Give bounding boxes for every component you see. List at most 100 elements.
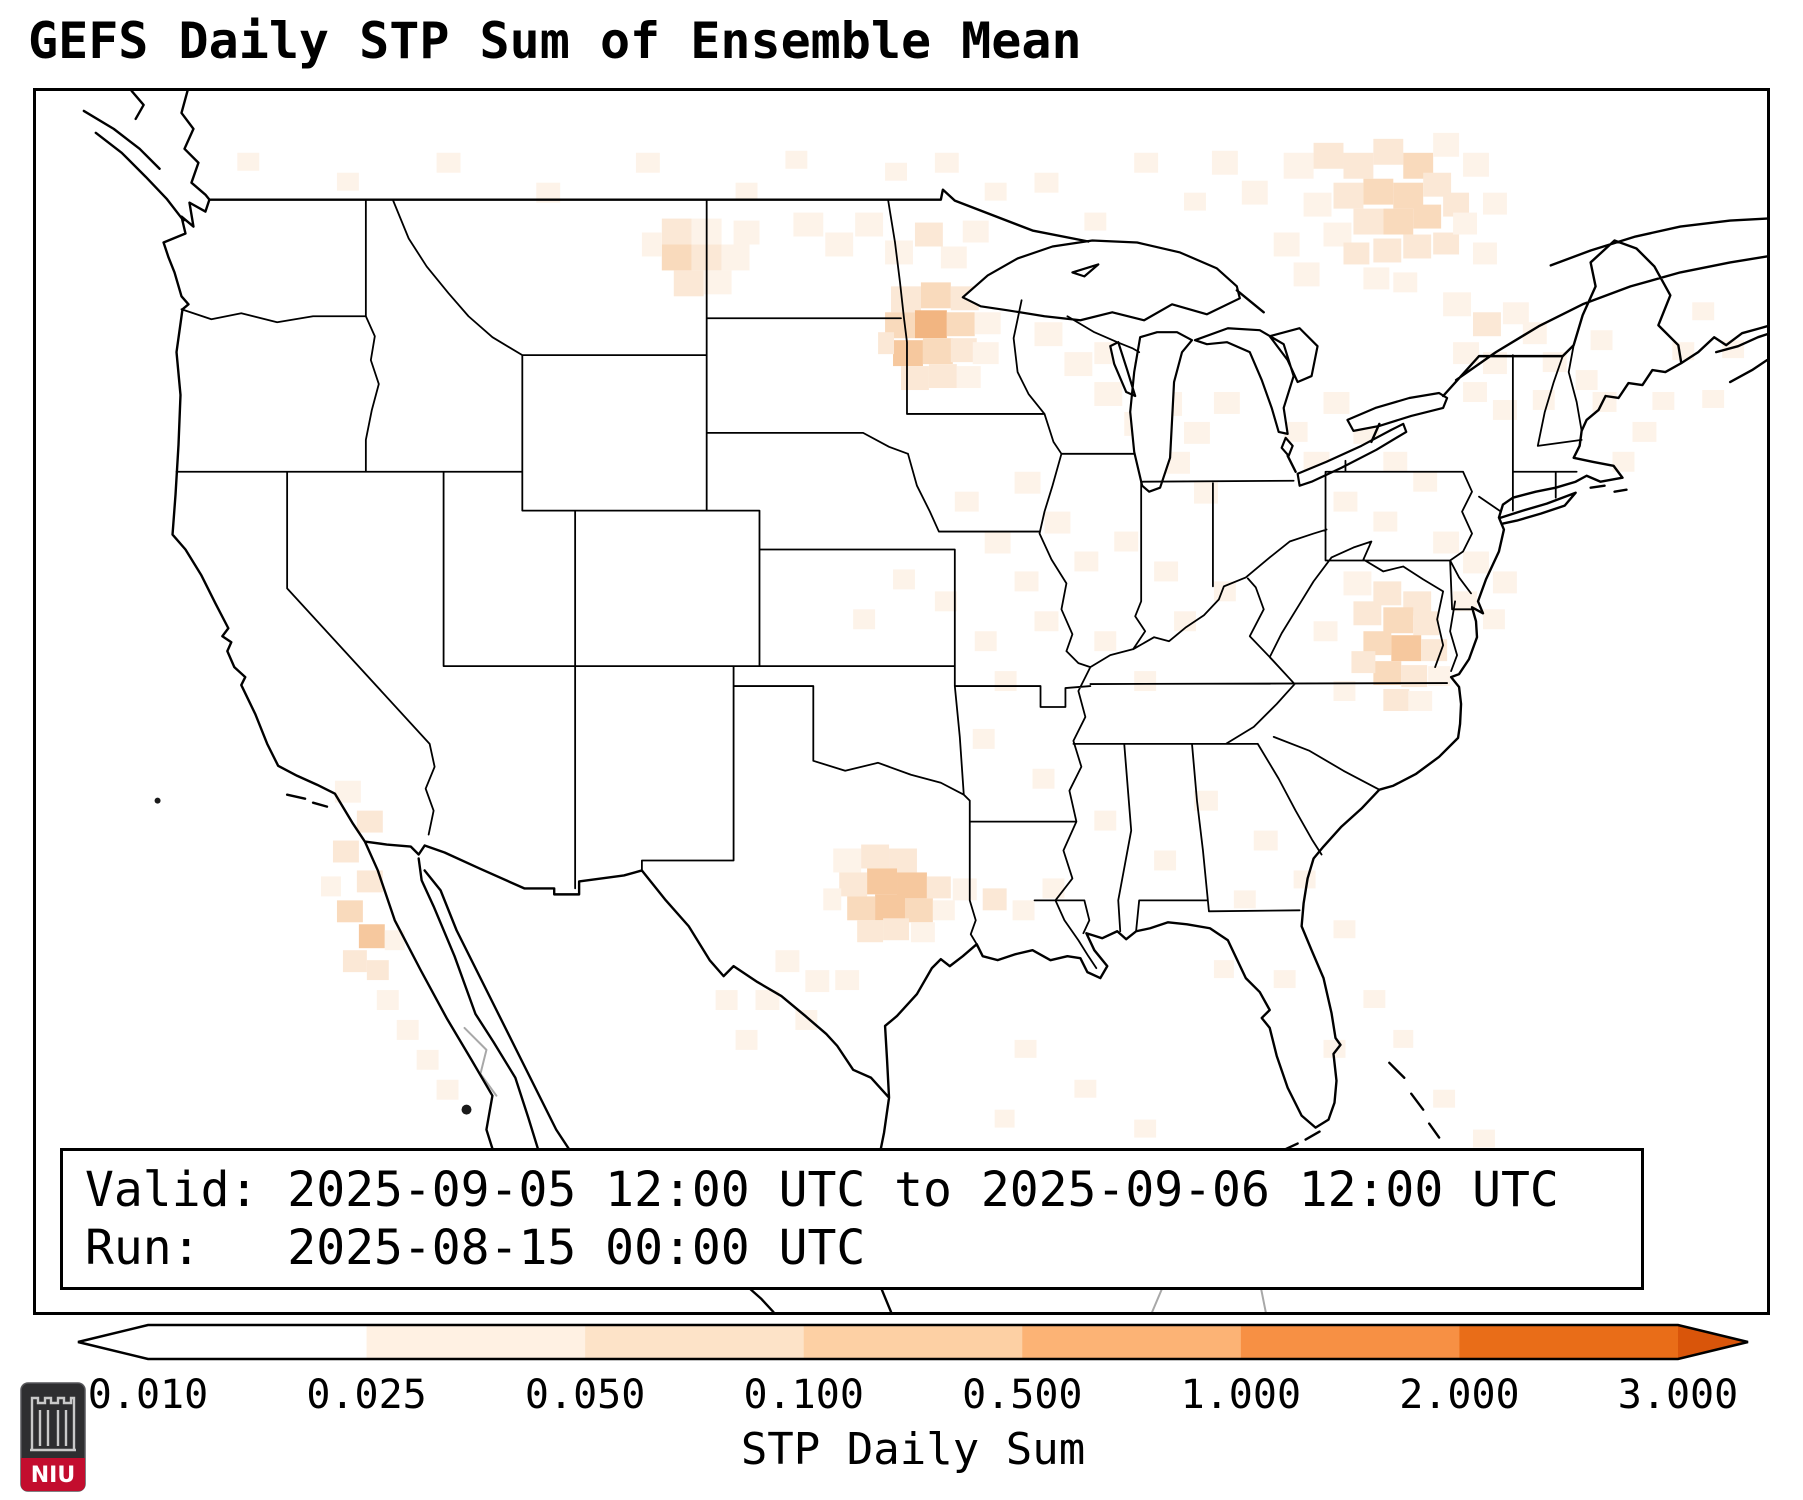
stp-shade-cell <box>703 270 732 295</box>
stp-shade-cell <box>1343 571 1372 596</box>
stp-shade-cell <box>1492 399 1517 420</box>
stp-shade-cell <box>883 918 909 941</box>
stp-shade-cell <box>735 1029 758 1050</box>
state-borders-path <box>175 198 1583 970</box>
stp-shade-cell <box>984 531 1011 554</box>
stp-shade-cell <box>1443 192 1470 217</box>
stp-shade-cell <box>1403 234 1432 259</box>
stp-shade-cell <box>1213 392 1240 414</box>
colorbar-segment <box>1240 1325 1461 1359</box>
stp-shade-cell <box>1401 665 1428 688</box>
stp-shade-cell <box>946 312 975 337</box>
stp-shade-cell <box>1293 262 1320 287</box>
stp-shade-cell <box>1692 302 1715 321</box>
colorbar-extend-arrow <box>1678 1325 1748 1359</box>
stp-shade-cell <box>855 212 884 237</box>
stp-shade-cell <box>1283 421 1308 442</box>
stp-shade-cell <box>839 872 868 897</box>
stp-shade-cell <box>1383 607 1414 634</box>
stp-shade-cell <box>885 162 907 181</box>
stp-shade-cell <box>972 342 999 365</box>
stp-shade-cell <box>436 152 461 173</box>
stp-shade-cell <box>1283 152 1314 179</box>
stp-shade-cell <box>1612 451 1635 472</box>
stp-shade-cell <box>1333 681 1356 702</box>
stp-shade-cell <box>833 848 862 873</box>
stp-shade-cell <box>1502 302 1529 325</box>
stp-shade-cell <box>940 246 967 269</box>
us-coastline-path <box>82 91 1767 1312</box>
stp-shade-cell <box>1373 138 1404 165</box>
stp-shade-cell <box>857 920 884 943</box>
stp-shade-cell <box>1383 208 1414 235</box>
stp-shade-cell <box>1393 182 1424 209</box>
stp-shade-cell <box>823 888 842 911</box>
stp-shade-cell <box>1421 639 1448 662</box>
stp-shade-cell <box>1074 551 1099 572</box>
stp-shade-cell <box>1184 421 1210 444</box>
stp-shade-cell <box>956 366 981 389</box>
stp-shade-cell <box>1433 232 1460 255</box>
colorbar-gradient <box>77 1323 1749 1361</box>
stp-shade-cell <box>342 950 367 973</box>
stp-shade-cell <box>1084 212 1107 231</box>
stp-shade-cell <box>1154 561 1179 582</box>
colorbar-segment <box>366 1325 586 1359</box>
stp-shade-cell <box>922 338 953 365</box>
stp-shade-cell <box>1433 531 1460 554</box>
stp-shade-cell <box>1428 666 1451 687</box>
stp-shade-cell <box>1463 551 1489 574</box>
great-lakes <box>961 239 1449 493</box>
stp-shade-cell <box>835 970 860 991</box>
stp-shade-cell <box>1473 242 1497 265</box>
stp-shade-cell <box>904 898 933 923</box>
stp-shade-cell <box>1333 182 1364 209</box>
stp-shade-cell <box>735 182 758 201</box>
stp-shade-cell <box>1463 152 1489 177</box>
colorbar-segment <box>1022 1325 1242 1359</box>
stp-shade-cell <box>1094 382 1123 406</box>
stp-shade-cell <box>1453 212 1478 235</box>
stp-shade-cell <box>396 1019 419 1040</box>
stp-shade-cell <box>1014 1039 1037 1058</box>
stp-shade-cell <box>1363 631 1392 656</box>
stp-shade-cell <box>1592 392 1617 412</box>
stp-shade-cell <box>1241 180 1268 205</box>
colorbar-segment <box>148 1325 368 1359</box>
coastlines-and-national-borders <box>82 91 1767 1312</box>
stp-shade-cell <box>1114 531 1139 552</box>
stp-shade-cell <box>1353 208 1384 235</box>
stp-shade-cell <box>715 990 738 1010</box>
valid-time-text: Valid: 2025-09-05 12:00 UTC to 2025-09-0… <box>85 1162 1559 1218</box>
stp-shade-cell <box>1363 178 1394 205</box>
stp-shade-cell <box>893 569 915 590</box>
stp-shade-cell <box>673 270 704 297</box>
stp-shade-cell <box>641 232 662 257</box>
stp-shade-cell <box>914 222 943 247</box>
stp-shade-cell <box>1044 511 1071 534</box>
stp-shade-cell <box>321 876 341 897</box>
stp-shade-cell <box>1413 611 1440 636</box>
stp-shade-cell <box>795 1009 818 1030</box>
stp-shade-cell <box>1433 1089 1456 1108</box>
stp-shade-cell <box>1313 621 1338 642</box>
stp-shade-cell <box>1034 172 1059 193</box>
stp-shade-cell <box>932 900 955 921</box>
stp-shade-cell <box>1134 671 1157 692</box>
stp-shade-cell <box>1492 571 1517 594</box>
stp-shade-cell <box>984 182 1007 201</box>
stp-shade-cell <box>1074 1079 1097 1098</box>
colorbar-tick-label: 0.010 <box>87 1372 209 1418</box>
stp-shade-cell <box>1383 689 1410 711</box>
stp-shade-cell <box>934 591 957 612</box>
stp-shade-cell <box>934 152 959 173</box>
run-time-text: Run: 2025-08-15 00:00 UTC <box>85 1220 866 1276</box>
castle-icon <box>30 1396 76 1452</box>
stp-shade-cell <box>847 896 876 921</box>
stp-shade-cell <box>861 844 890 869</box>
stp-shade-cell <box>1333 920 1356 939</box>
stp-shade-cell <box>1473 312 1501 337</box>
stp-shade-cell <box>1453 342 1479 365</box>
stp-shade-cell <box>1413 204 1442 229</box>
